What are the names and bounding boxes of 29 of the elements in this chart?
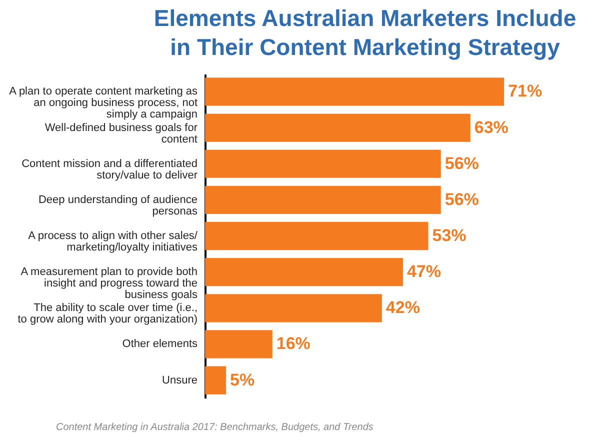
- bar: [205, 294, 382, 322]
- data-label: 71%: [508, 82, 542, 101]
- y-tick-label: Unsure: [162, 374, 198, 386]
- data-label: 56%: [444, 154, 479, 173]
- y-tick-label: A plan to operate content marketing as an ongoing business process, not simply a campaign: [9, 86, 198, 121]
- bar: [205, 222, 428, 250]
- y-tick-label: Well-defined business goals for content: [44, 122, 198, 146]
- y-tick-label: Content mission and a differentiated story/value to deliver: [22, 158, 198, 182]
- data-label: 56%: [444, 190, 479, 209]
- y-tick-label: The ability to scale over time (i.e., to grow along with your organization): [18, 302, 198, 326]
- text: Content Marketing in Australia 2017: Benchmarks, Budgets, and Trends: [56, 422, 374, 433]
- bar: [205, 114, 470, 142]
- y-tick-label: A measurement plan to provide both insight and progress toward the business goals: [20, 266, 198, 302]
- bar: [205, 258, 403, 286]
- data-label: 16%: [276, 334, 310, 354]
- chart-title: Elements Australian Marketers Include in Their Content Marketing Strategy: [154, 5, 576, 60]
- bar: [205, 150, 441, 178]
- data-label: 42%: [386, 298, 420, 318]
- data-label: 63%: [474, 118, 508, 137]
- bar: [205, 366, 226, 394]
- bar: [205, 78, 504, 106]
- y-tick-label: Other elements: [122, 338, 198, 350]
- bar: [205, 330, 272, 358]
- y-tick-label: A process to align with other sales/ marketing/loyalty initiatives: [28, 230, 198, 254]
- data-label: 53%: [432, 226, 466, 245]
- y-tick-label: Deep understanding of audience personas: [38, 194, 198, 218]
- data-label: 5%: [230, 370, 255, 390]
- data-label: 47%: [406, 262, 442, 282]
- bar: [205, 186, 441, 214]
